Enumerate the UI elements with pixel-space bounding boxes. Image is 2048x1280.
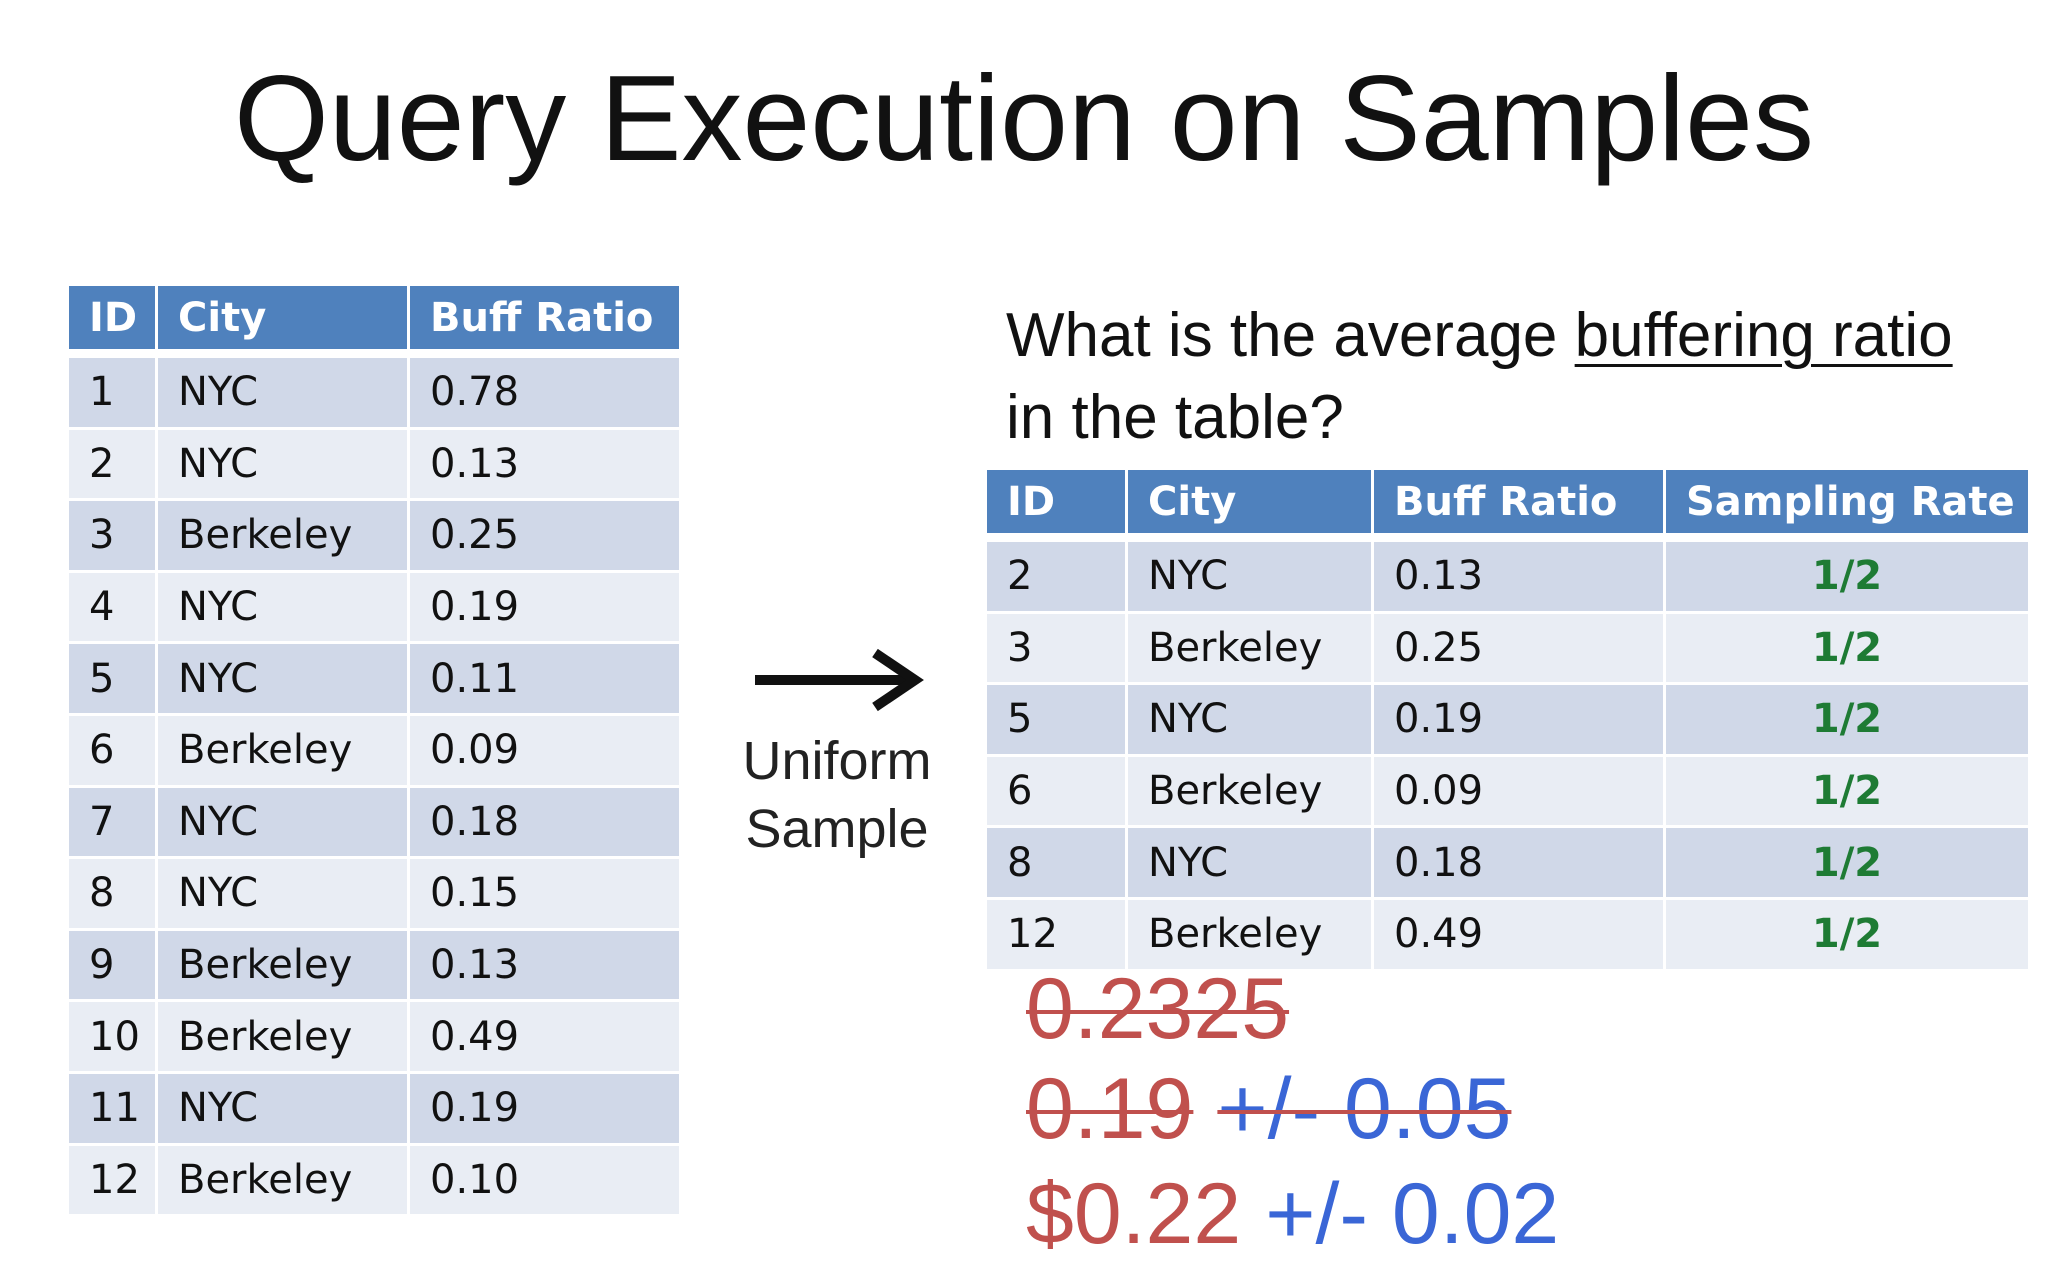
table-cell: 0.09	[1374, 756, 1663, 826]
table-cell: 4	[69, 572, 155, 642]
table-cell: Berkeley	[158, 1002, 407, 1071]
table-cell: 1/2	[1666, 900, 2028, 969]
arrow-label: Uniform	[742, 731, 932, 791]
table-cell: NYC	[158, 429, 407, 499]
table-cell: 0.11	[410, 644, 679, 713]
arrow-label: Sample	[745, 799, 929, 859]
table-cell: NYC	[158, 1074, 407, 1143]
table-cell: 0.13	[410, 429, 679, 499]
table-cell: NYC	[1128, 542, 1371, 611]
table-cell: 0.78	[410, 358, 679, 427]
table-cell: 0.49	[1374, 900, 1663, 969]
table-cell: Berkeley	[158, 716, 407, 785]
table-cell: 5	[69, 644, 155, 713]
header-cell: Buff Ratio	[410, 286, 679, 349]
table-cell: 1/2	[1666, 613, 2028, 683]
table-cell: 0.49	[410, 1002, 679, 1071]
table-cell: 6	[987, 756, 1125, 826]
table-cell: 0.18	[410, 787, 679, 857]
table-cell: NYC	[158, 644, 407, 713]
estimate: 0.2325	[1026, 961, 1290, 1057]
header-cell: City	[1128, 470, 1371, 533]
question-text: What is the average	[1006, 301, 1558, 370]
table-cell: NYC	[1128, 828, 1371, 897]
table-cell: 9	[69, 930, 155, 1000]
estimate: $0.22	[1026, 1166, 1242, 1262]
table-cell: 0.10	[410, 1145, 679, 1215]
table-cell: 0.18	[1374, 828, 1663, 897]
error: +/- 0.02	[1265, 1166, 1560, 1262]
table-cell: Berkeley	[158, 930, 407, 1000]
table-cell: 6	[69, 716, 155, 785]
answer: $0.22 +/- 0.02	[1026, 1165, 1559, 1264]
table-cell: 8	[987, 828, 1125, 897]
table-cell: 5	[987, 685, 1125, 754]
table-cell: 1	[69, 358, 155, 427]
answer: 0.2325	[1026, 960, 1289, 1059]
table-cell: 0.19	[410, 572, 679, 642]
table-cell: NYC	[158, 787, 407, 857]
table-cell: 3	[69, 501, 155, 570]
table-cell: NYC	[1128, 685, 1371, 754]
header-cell: ID	[987, 470, 1125, 533]
table-cell: 1/2	[1666, 542, 2028, 611]
header-cell: Sampling Rate	[1666, 470, 2028, 533]
table-cell: 1/2	[1666, 756, 2028, 826]
table-cell: 0.19	[1374, 685, 1663, 754]
table-cell: 2	[987, 542, 1125, 611]
question-emphasis: buffering ratio	[1574, 301, 1953, 370]
question-text: in the table?	[1006, 383, 1344, 452]
table-cell: 7	[69, 787, 155, 857]
table-cell: 0.09	[410, 716, 679, 785]
table-cell: 0.15	[410, 859, 679, 928]
header-cell: ID	[69, 286, 155, 349]
table-cell: Berkeley	[158, 501, 407, 570]
table-cell: Berkeley	[1128, 900, 1371, 969]
table-cell: 0.25	[1374, 613, 1663, 683]
slide-title: Query Execution on Samples	[233, 50, 1815, 186]
table-cell: 8	[69, 859, 155, 928]
error: +/- 0.05	[1217, 1061, 1512, 1157]
table-cell: 0.13	[1374, 542, 1663, 611]
table-cell: 2	[69, 429, 155, 499]
table-cell: 12	[69, 1145, 155, 1215]
table-cell: Berkeley	[1128, 756, 1371, 826]
table-cell: 12	[987, 900, 1125, 969]
table-cell: 1/2	[1666, 828, 2028, 897]
table-cell: NYC	[158, 572, 407, 642]
table-cell: NYC	[158, 358, 407, 427]
answer: 0.19 +/- 0.05	[1026, 1060, 1511, 1159]
table-cell: 1/2	[1666, 685, 2028, 754]
table-cell: 11	[69, 1074, 155, 1143]
table-cell: NYC	[158, 859, 407, 928]
table-cell: 0.19	[410, 1074, 679, 1143]
estimate: 0.19	[1026, 1061, 1194, 1157]
table-cell: Berkeley	[158, 1145, 407, 1215]
table-cell: 0.13	[410, 930, 679, 1000]
table-cell: 10	[69, 1002, 155, 1071]
table-cell: Berkeley	[1128, 613, 1371, 683]
header-cell: Buff Ratio	[1374, 470, 1663, 533]
header-cell: City	[158, 286, 407, 349]
table-cell: 0.25	[410, 501, 679, 570]
question: What is the average buffering ratio	[1006, 300, 1953, 371]
arrow	[755, 648, 924, 712]
table-cell: 3	[987, 613, 1125, 683]
